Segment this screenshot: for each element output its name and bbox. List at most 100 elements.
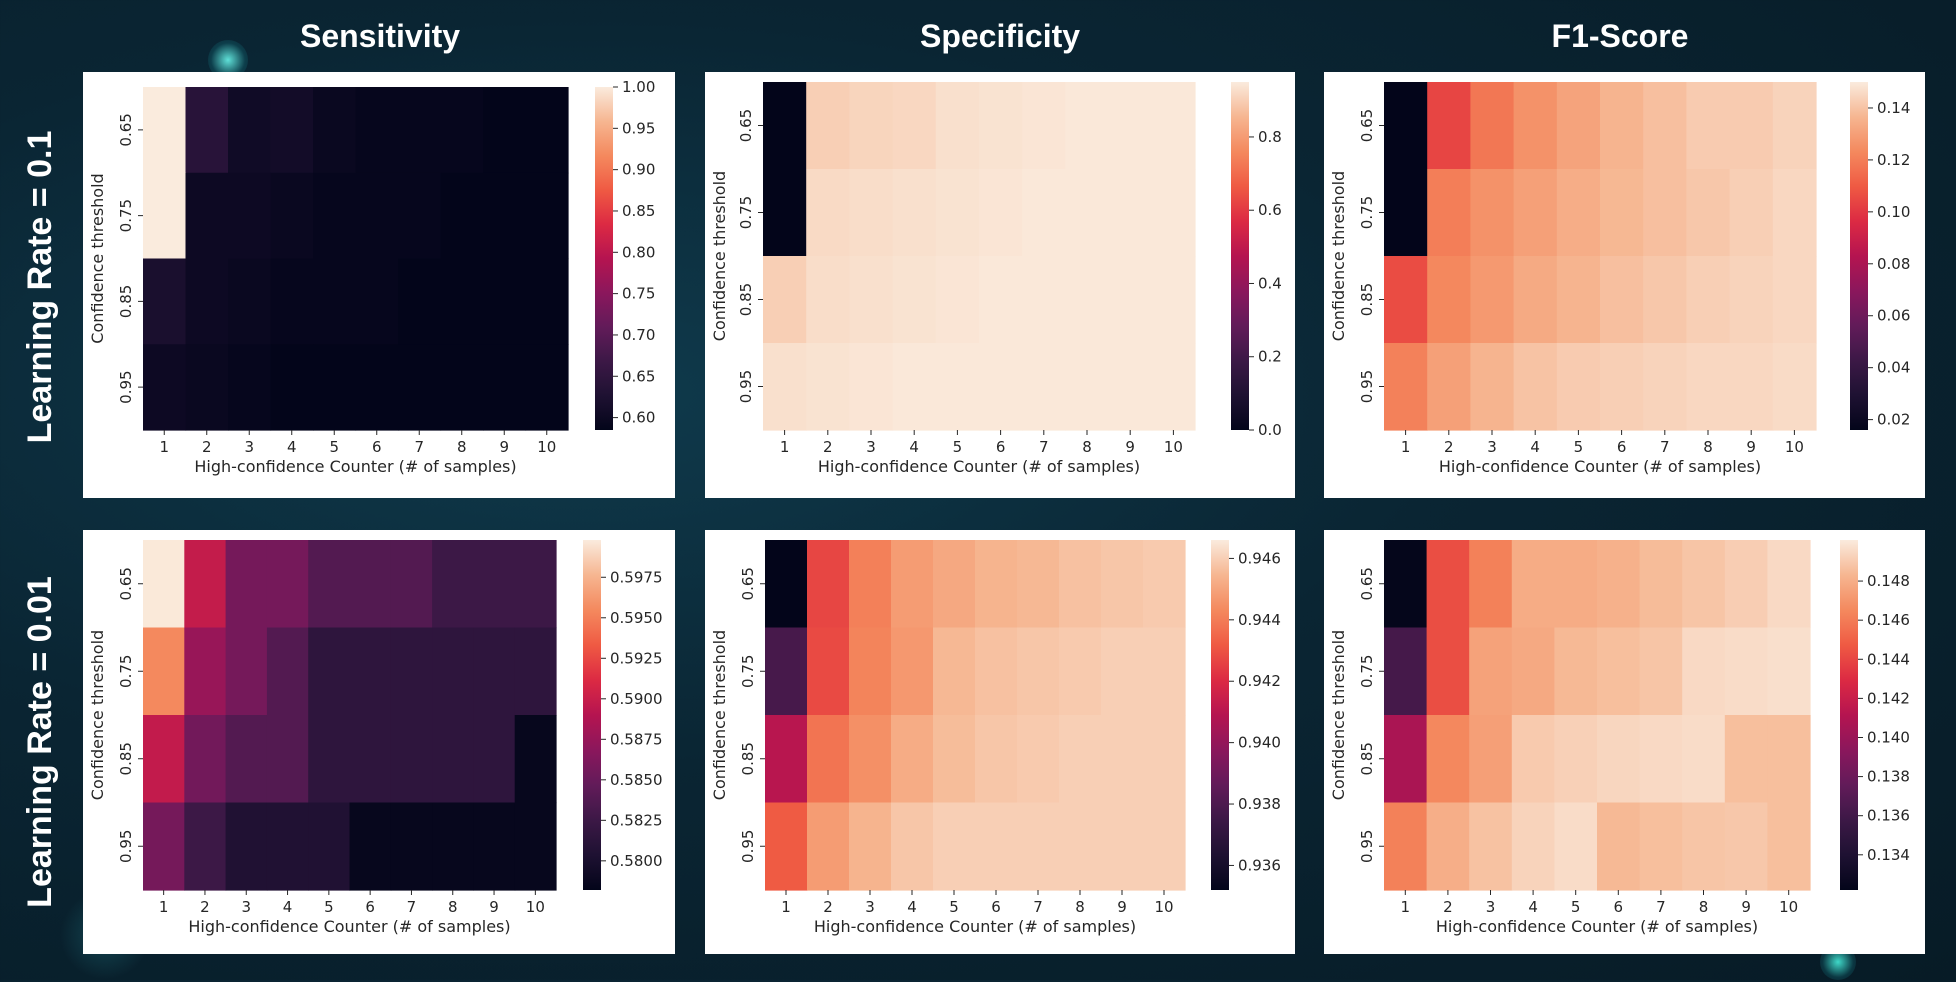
- colorbar-tick-label: 0.04: [1877, 359, 1910, 377]
- heatmap-cell: [891, 627, 934, 716]
- x-tick-label: 2: [823, 898, 833, 916]
- x-tick-label: 6: [372, 438, 382, 456]
- y-tick-label: 0.85: [739, 742, 757, 775]
- heatmap-cell: [1686, 343, 1731, 431]
- x-tick-label: 7: [1656, 898, 1666, 916]
- colorbar-tick-label: 0.60: [622, 409, 655, 427]
- x-tick-label: 7: [414, 438, 424, 456]
- colorbar-tick-label: 0.946: [1238, 549, 1281, 567]
- heatmap-cell: [1065, 343, 1110, 431]
- heatmap-cell: [1597, 627, 1641, 716]
- heatmap-cell: [483, 344, 527, 431]
- heatmap-cell: [1682, 715, 1726, 804]
- x-tick-label: 1: [159, 898, 169, 916]
- heatmap-cell: [1101, 627, 1144, 716]
- heatmap-cell: [1554, 627, 1598, 716]
- heatmap-cell: [473, 627, 516, 716]
- heatmap-cell: [225, 627, 268, 716]
- colorbar-tick-label: 0.5975: [610, 568, 663, 586]
- heatmap-cell: [1639, 802, 1683, 891]
- y-axis-label: Confidence threshold: [1329, 630, 1348, 800]
- y-tick-label: 0.95: [1358, 370, 1376, 403]
- colorbar-tick-label: 0.936: [1238, 856, 1281, 874]
- heatmap-f1-score-lr-0-01: 1 2 3 4 5 6 7 8 9 10 0.65 0.75 0.85 0.95 High-confiden…: [1329, 540, 1910, 936]
- heatmap-cell: [1151, 169, 1196, 257]
- heatmap-cell: [1022, 343, 1066, 431]
- heatmap-specificity-lr-0-1: 1 2 3 4 5 6 7 8 9 10 0.65 0.75 0.85 0.95 High-confiden…: [710, 82, 1282, 476]
- heatmap-cell: [308, 802, 351, 891]
- heatmap-cell: [1469, 627, 1513, 716]
- heatmap-cell: [355, 258, 399, 345]
- heatmap-cell: [1143, 627, 1186, 716]
- heatmap-cell: [1101, 540, 1144, 629]
- heatmap-cell: [1682, 540, 1726, 629]
- heatmap-cell: [1600, 169, 1644, 257]
- heatmap-cell: [1767, 715, 1811, 804]
- x-tick-label: 7: [1039, 438, 1049, 456]
- y-axis-label: Confidence threshold: [88, 630, 107, 800]
- colorbar-tick-label: 0.5925: [610, 649, 663, 667]
- heatmap-cell: [390, 627, 433, 716]
- x-tick-label: 7: [1033, 898, 1043, 916]
- heatmap-cell: [313, 258, 357, 345]
- heatmap-cell: [1513, 343, 1558, 431]
- heatmap-cell: [514, 802, 557, 891]
- x-tick-label: 2: [823, 438, 833, 456]
- heatmap-cell: [1772, 256, 1817, 344]
- y-axis-label: Confidence threshold: [88, 173, 107, 343]
- heatmap-cell: [398, 344, 442, 431]
- heatmap-cell: [807, 802, 850, 891]
- heatmap-cell: [390, 715, 433, 804]
- heatmap-cell: [1729, 82, 1774, 170]
- y-tick-label: 0.75: [1358, 655, 1376, 688]
- heatmap-cell: [765, 627, 808, 716]
- colorbar-tick-label: 0.06: [1877, 307, 1910, 325]
- heatmap-cell: [1017, 627, 1060, 716]
- heatmap-cell: [849, 715, 892, 804]
- colorbar-tick-label: 0.75: [622, 285, 655, 303]
- colorbar-tick-label: 0.5950: [610, 609, 663, 627]
- colorbar-tick-label: 0.144: [1867, 650, 1910, 668]
- column-title-specificity: Specificity: [919, 18, 1081, 54]
- x-axis-label: High-confidence Counter (# of samples): [1439, 457, 1761, 476]
- heatmap-specificity-lr-0-01: 1 2 3 4 5 6 7 8 9 10 0.65 0.75 0.85 0.95 High-confiden…: [710, 540, 1281, 936]
- y-tick-label: 0.95: [1358, 830, 1376, 863]
- heatmap-cell: [1151, 343, 1196, 431]
- colorbar: [583, 540, 601, 890]
- heatmap-cell: [935, 82, 980, 170]
- heatmap-cell: [1600, 82, 1644, 170]
- y-tick-label: 0.75: [117, 199, 135, 232]
- colorbar-tick-label: 0.134: [1867, 846, 1910, 864]
- heatmap-cell: [849, 540, 892, 629]
- heatmap-cell: [891, 802, 934, 891]
- heatmap-cell: [483, 258, 527, 345]
- heatmap-cell: [1729, 343, 1774, 431]
- heatmap-cell: [225, 715, 268, 804]
- colorbar-tick-label: 0.80: [622, 243, 655, 261]
- x-tick-label: 4: [283, 898, 293, 916]
- heatmap-cell: [1554, 540, 1598, 629]
- heatmap-cell: [1108, 343, 1153, 431]
- x-tick-label: 6: [1617, 438, 1627, 456]
- x-axis-label: High-confidence Counter (# of samples): [818, 457, 1140, 476]
- heatmap-cell: [225, 540, 268, 629]
- heatmap-cell: [143, 258, 187, 345]
- heatmap-cell: [143, 627, 185, 716]
- heatmap-cell: [1022, 82, 1066, 170]
- x-tick-label: 10: [526, 898, 545, 916]
- heatmap-cell: [1597, 540, 1641, 629]
- heatmap-cell: [1426, 540, 1470, 629]
- colorbar-tick-label: 0.02: [1877, 411, 1910, 429]
- heatmap-cell: [763, 82, 807, 170]
- heatmap-cell: [270, 344, 314, 431]
- x-tick-label: 10: [537, 438, 556, 456]
- y-tick-label: 0.85: [1358, 742, 1376, 775]
- heatmap-cell: [313, 172, 357, 260]
- x-tick-label: 8: [448, 898, 458, 916]
- x-tick-label: 9: [1741, 898, 1751, 916]
- colorbar-tick-label: 0.944: [1238, 611, 1281, 629]
- heatmap-cell: [313, 87, 357, 174]
- heatmap-cell: [440, 172, 484, 260]
- heatmap-cell: [849, 343, 894, 431]
- y-tick-label: 0.65: [117, 567, 135, 600]
